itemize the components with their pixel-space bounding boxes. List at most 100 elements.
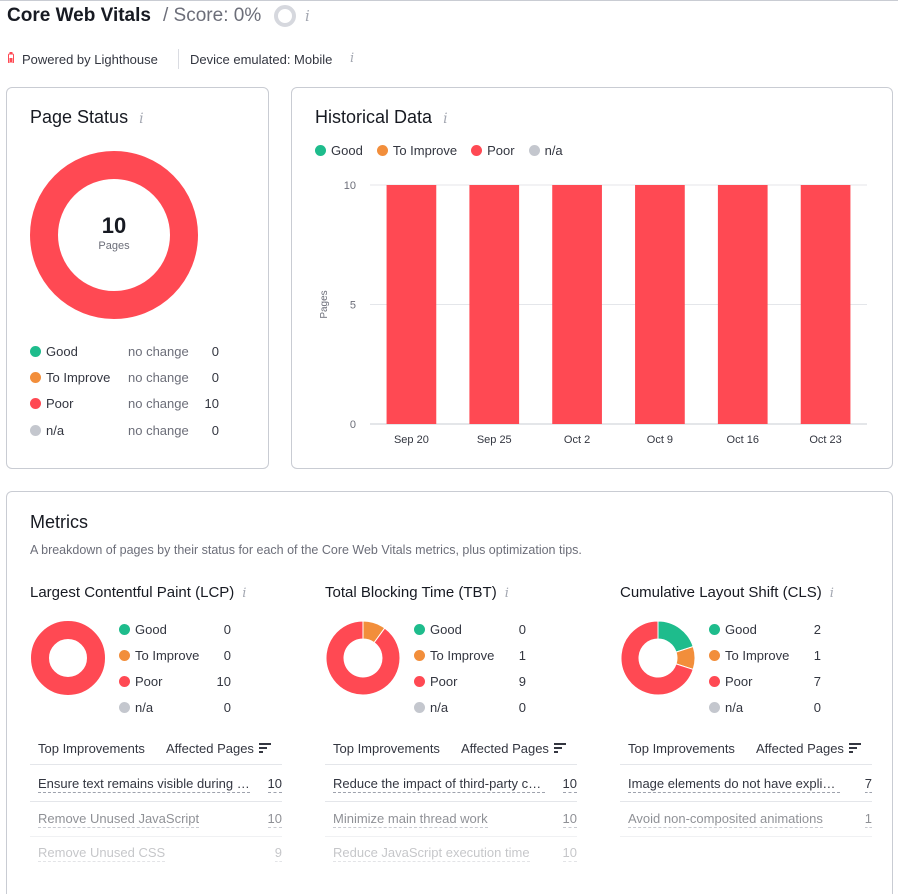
top-improvements-header: Top Improvements: [333, 741, 440, 756]
metric-title: Total Blocking Time (TBT) i: [325, 584, 509, 601]
legend-item-good[interactable]: Good: [315, 143, 363, 158]
metric-info-icon[interactable]: i: [504, 586, 509, 601]
page-status-row-poor[interactable]: Poor no change 10: [30, 396, 230, 412]
donut-segment-poor[interactable]: [31, 621, 105, 695]
metrics-title: Metrics: [30, 512, 88, 532]
metric-count-to-improve[interactable]: To Improve 1: [709, 648, 821, 664]
bar-poor-oct-9[interactable]: [635, 185, 685, 424]
improvement-link[interactable]: Reduce JavaScript execution time: [333, 845, 530, 862]
count-label: Good: [725, 622, 757, 637]
legend-label: Poor: [487, 143, 515, 158]
bar-poor-oct-16[interactable]: [717, 185, 768, 424]
page-status-card: Page Status i 10 Pages Good no change 0 To …: [6, 87, 269, 469]
status-label: To Improve: [46, 370, 111, 385]
count-value: 0: [518, 700, 526, 715]
top-improvements-header: Top Improvements: [628, 741, 735, 756]
metric-count-poor[interactable]: Poor 10: [119, 674, 231, 690]
metric-cls: Cumulative Layout Shift (CLS) i Good 2 To Im…: [620, 492, 875, 892]
table-row: Remove Unused CSS 9: [30, 845, 282, 865]
legend-item-n-a[interactable]: n/a: [528, 143, 563, 158]
score-text: / Score: 0%: [163, 5, 262, 26]
donut-segment-poor[interactable]: [325, 620, 401, 696]
historical-data-card: Historical Data i Good To Improve Poor n/a …: [291, 87, 893, 469]
affected-pages-link[interactable]: 10: [562, 811, 577, 828]
affected-pages-label: Affected Pages: [461, 741, 549, 756]
page-status-row-to-improve[interactable]: To Improve no change 0: [30, 370, 230, 386]
legend-item-poor[interactable]: Poor: [471, 143, 515, 158]
affected-pages-header[interactable]: Affected Pages: [166, 741, 271, 756]
affected-pages-link[interactable]: 10: [562, 845, 577, 862]
sort-icon[interactable]: [258, 743, 271, 753]
table-row: Minimize main thread work 10: [325, 811, 577, 837]
metric-count-n-a[interactable]: n/a 0: [709, 700, 821, 716]
improvement-link[interactable]: Minimize main thread work: [333, 811, 488, 828]
table-row: Ensure text remains visible during webfo…: [30, 776, 282, 802]
legend-item-to-improve[interactable]: To Improve: [376, 143, 457, 158]
metric-count-to-improve[interactable]: To Improve 1: [414, 648, 526, 664]
count-dot: [414, 676, 425, 687]
x-tick-label: Oct 23: [809, 434, 841, 446]
metric-count-poor[interactable]: Poor 9: [414, 674, 526, 690]
bar-poor-sep-25[interactable]: [469, 185, 520, 424]
bar-poor-oct-23[interactable]: [800, 185, 851, 424]
affected-pages-header[interactable]: Affected Pages: [756, 741, 861, 756]
status-label: Good: [46, 344, 78, 359]
improvement-link[interactable]: Image elements do not have explicit widt…: [628, 776, 840, 793]
status-change: no change: [128, 344, 189, 359]
donut-segment-good[interactable]: [657, 620, 694, 653]
count-dot: [414, 650, 425, 661]
bar-poor-sep-20[interactable]: [386, 185, 437, 424]
sort-icon[interactable]: [848, 743, 861, 753]
table-row: Avoid non-composited animations 1: [620, 811, 872, 837]
metric-count-good[interactable]: Good 2: [709, 622, 821, 638]
historical-legend: Good To Improve Poor n/a: [315, 143, 577, 158]
affected-pages-link[interactable]: 9: [274, 845, 282, 862]
affected-pages-label: Affected Pages: [166, 741, 254, 756]
count-label: Good: [135, 622, 167, 637]
metric-count-good[interactable]: Good 0: [414, 622, 526, 638]
metrics-card: Metrics A breakdown of pages by their st…: [6, 491, 893, 894]
metric-tbt: Total Blocking Time (TBT) i Good 0 To Improv…: [325, 492, 580, 892]
score-info-icon[interactable]: i: [305, 7, 310, 25]
improvement-link[interactable]: Reduce the impact of third-party code: [333, 776, 545, 793]
affected-pages-link[interactable]: 10: [562, 776, 577, 793]
x-tick-label: Sep 25: [477, 434, 512, 446]
metric-info-icon[interactable]: i: [242, 586, 247, 601]
metric-title-text: Cumulative Layout Shift (CLS): [620, 584, 822, 601]
metric-info-icon[interactable]: i: [829, 586, 834, 601]
status-value: 0: [211, 370, 219, 385]
metric-count-to-improve[interactable]: To Improve 0: [119, 648, 231, 664]
metric-count-n-a[interactable]: n/a 0: [414, 700, 526, 716]
bar-poor-oct-2[interactable]: [552, 185, 602, 424]
row-divider: [325, 801, 577, 802]
status-dot: [30, 346, 41, 357]
subheader-divider: [178, 49, 179, 69]
count-value: 0: [223, 622, 231, 637]
improvement-link[interactable]: Remove Unused JavaScript: [38, 811, 200, 828]
affected-pages-link[interactable]: 10: [267, 776, 282, 793]
metric-count-good[interactable]: Good 0: [119, 622, 231, 638]
metric-count-poor[interactable]: Poor 7: [709, 674, 821, 690]
affected-pages-link[interactable]: 10: [267, 811, 282, 828]
page-status-row-n-a[interactable]: n/a no change 0: [30, 423, 230, 439]
table-row: Reduce the impact of third-party code 10: [325, 776, 577, 802]
affected-pages-link[interactable]: 7: [864, 776, 872, 793]
improvement-link[interactable]: Remove Unused CSS: [38, 845, 166, 862]
table-row: Reduce JavaScript execution time 10: [325, 845, 577, 865]
affected-pages-link[interactable]: 1: [864, 811, 872, 828]
historical-info-icon[interactable]: i: [443, 111, 448, 127]
count-dot: [709, 702, 720, 713]
device-info-icon[interactable]: i: [350, 51, 355, 66]
count-label: n/a: [725, 700, 744, 715]
sort-icon[interactable]: [553, 743, 566, 753]
page-status-info-icon[interactable]: i: [139, 111, 144, 127]
metric-count-n-a[interactable]: n/a 0: [119, 700, 231, 716]
affected-pages-header[interactable]: Affected Pages: [461, 741, 566, 756]
improvement-link[interactable]: Ensure text remains visible during webfo…: [38, 776, 250, 793]
row-divider: [620, 836, 872, 837]
improvement-link[interactable]: Avoid non-composited animations: [628, 811, 823, 828]
page-status-row-good[interactable]: Good no change 0: [30, 344, 230, 360]
top-border: [0, 0, 898, 1]
count-dot: [414, 624, 425, 635]
donut-segment-poor[interactable]: [620, 620, 694, 696]
